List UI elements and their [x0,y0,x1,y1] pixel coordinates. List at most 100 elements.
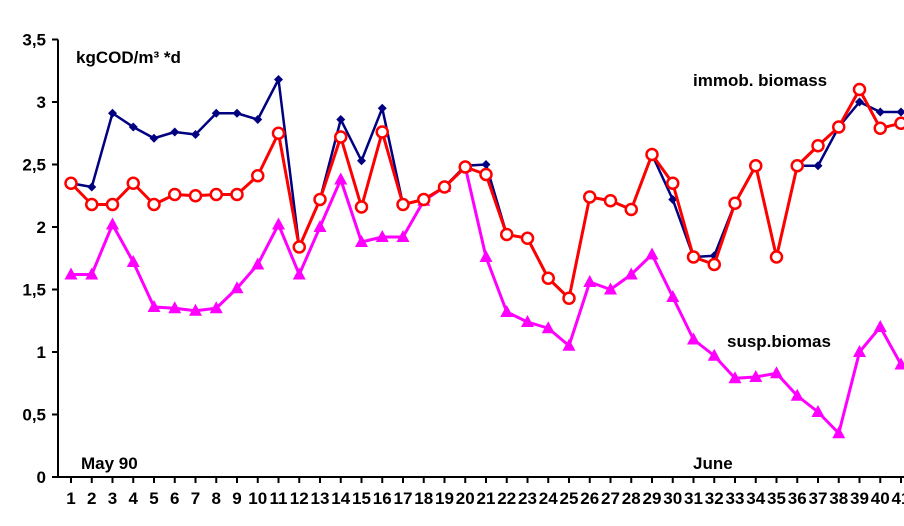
x-tick-label: 39 [850,489,869,508]
data-point [64,267,78,280]
data-point [147,197,161,212]
data-point [562,338,576,351]
x-tick-label: 40 [871,489,890,508]
data-point [728,371,742,384]
data-point [272,217,285,230]
data-point [896,107,904,117]
x-tick-label: 38 [829,489,848,508]
data-point [313,192,327,207]
x-tick-label: 16 [373,489,392,508]
data-point [188,189,203,203]
data-point [811,405,825,417]
x-tick-label: 11 [270,489,288,508]
y-tick-label: 1 [37,343,46,362]
data-point [191,130,200,139]
data-point [209,301,223,314]
x-tick-label: 1 [66,489,75,508]
series-circle-group [64,82,904,305]
series-label-susp-biomas: susp.biomas [727,332,831,351]
data-point [728,196,742,210]
y-tick-label: 1,5 [22,281,46,300]
data-point [813,161,823,171]
data-point [832,120,846,134]
data-point [417,192,431,207]
data-point [604,282,617,295]
y-axis-ticks: 0 0,5 1 1,5 2 2,5 3 3,5 [22,31,58,487]
data-point [707,257,721,272]
data-point [875,107,885,117]
data-point [686,250,701,264]
x-tick-label: 28 [622,489,641,508]
x-tick-label: 20 [456,489,475,508]
x-tick-label: 23 [518,489,537,508]
data-point [64,176,78,190]
data-point [209,187,223,202]
data-point [894,116,904,130]
y-tick-label: 3,5 [22,31,46,50]
data-point [375,125,389,139]
x-tick-label: 31 [684,489,703,508]
x-tick-label: 36 [788,489,807,508]
data-point [106,217,119,230]
x-tick-label: 13 [311,489,330,508]
data-point [170,127,180,137]
data-point [852,82,867,97]
data-point [624,202,638,217]
data-point [230,281,244,294]
data-point [541,271,555,285]
x-tick-label: 5 [149,489,158,508]
x-tick-label: 15 [352,489,371,508]
y-tick-label: 2 [37,218,46,237]
data-point [894,357,904,370]
data-point [707,348,721,361]
data-point [437,180,452,194]
data-point [251,257,265,270]
x-tick-label: 21 [477,489,496,508]
data-point [479,167,493,182]
data-point [500,227,514,242]
x-tick-label: 41 [892,489,904,508]
x-tick-label: 8 [212,489,221,508]
data-point [149,133,159,143]
data-point [541,321,555,334]
x-tick-label: 6 [170,489,179,508]
data-point [666,176,680,190]
data-point [292,240,306,254]
data-point [396,197,410,212]
x-tick-label: 19 [435,489,454,508]
series-label-immob-biomass: immob. biomass [693,71,827,90]
x-tick-label: 14 [331,489,350,508]
data-point [811,139,825,153]
x-tick-label: 3 [108,489,117,508]
data-point [85,267,99,280]
x-tick-label: 7 [191,489,200,508]
data-point [313,220,327,232]
data-point [375,230,389,242]
x-axis-ticks: 1357911131517192123252729313335373941246… [66,477,904,508]
data-point [168,301,182,314]
y-tick-label: 3 [37,93,46,112]
data-point [230,187,244,202]
data-point [624,267,638,280]
data-point [769,250,784,264]
data-point [500,305,514,317]
x-tick-label: 34 [746,489,765,508]
data-point [855,97,864,107]
data-point [377,103,387,113]
data-point [355,235,368,247]
data-point [645,147,659,162]
data-point [334,172,348,185]
y-unit-label: kgCOD/m³ *d [76,48,181,67]
data-point [645,247,659,260]
x-tick-label: 9 [232,489,241,508]
data-point [749,370,763,382]
start-period-label: May 90 [81,454,138,473]
data-point [85,197,99,212]
x-tick-label: 35 [767,489,786,508]
data-point [853,345,866,357]
data-point [108,108,117,118]
data-point [251,169,265,183]
